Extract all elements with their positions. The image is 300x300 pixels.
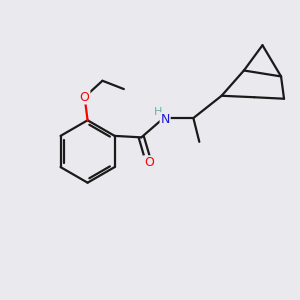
- Text: N: N: [160, 113, 170, 126]
- Text: O: O: [80, 91, 89, 103]
- Text: H: H: [154, 106, 163, 116]
- Text: O: O: [144, 156, 154, 169]
